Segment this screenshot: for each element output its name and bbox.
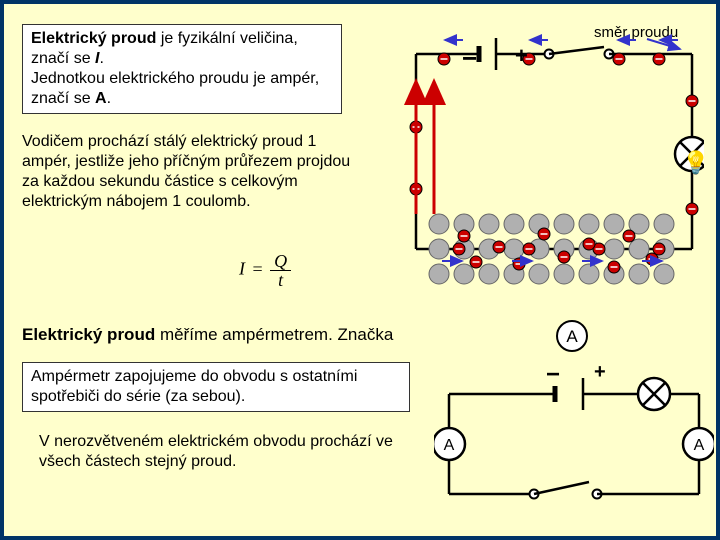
formula-I-eq-Q-over-t: I = Q t	[239, 252, 291, 289]
circuit-diagram-1	[404, 29, 704, 294]
def1-dot2: .	[107, 90, 111, 107]
formula-num: Q	[270, 252, 291, 271]
ampere-definition-text: Vodičem prochází stálý elektrický proud …	[22, 132, 357, 212]
measure-line: Elektrický proud měříme ampérmetrem. Zna…	[22, 324, 542, 345]
circuit-diagram-2: AA	[434, 354, 714, 529]
formula-lhs: I	[239, 259, 245, 279]
svg-text:A: A	[694, 437, 705, 454]
formula-eq: =	[250, 259, 266, 279]
battery-plus-1: +	[515, 42, 528, 70]
svg-text:A: A	[444, 437, 455, 454]
formula-den: t	[270, 271, 291, 289]
lamp-icon: 💡	[682, 149, 709, 177]
ammeter-symbol-badge: A	[552, 316, 592, 356]
def1-txt2: Jednotkou elektrického proudu je ampér, …	[31, 70, 319, 107]
ammeter-letter: A	[566, 327, 578, 346]
def1-term: Elektrický proud	[31, 30, 156, 47]
definition-box-1: Elektrický proud je fyzikální veličina, …	[22, 24, 342, 114]
unbranched-circuit-text: V nerozvětveném elektrickém obvodu proch…	[39, 432, 409, 472]
def1-dot1: .	[99, 50, 103, 67]
ammeter-series-box: Ampérmetr zapojujeme do obvodu s ostatní…	[22, 362, 410, 412]
measure-rest: měříme ampérmetrem. Značka	[155, 325, 393, 344]
def1-symbol-A: A	[95, 90, 107, 107]
measure-term: Elektrický proud	[22, 325, 155, 344]
battery-minus-1: −	[462, 42, 477, 75]
page-frame: Elektrický proud je fyzikální veličina, …	[0, 0, 720, 540]
